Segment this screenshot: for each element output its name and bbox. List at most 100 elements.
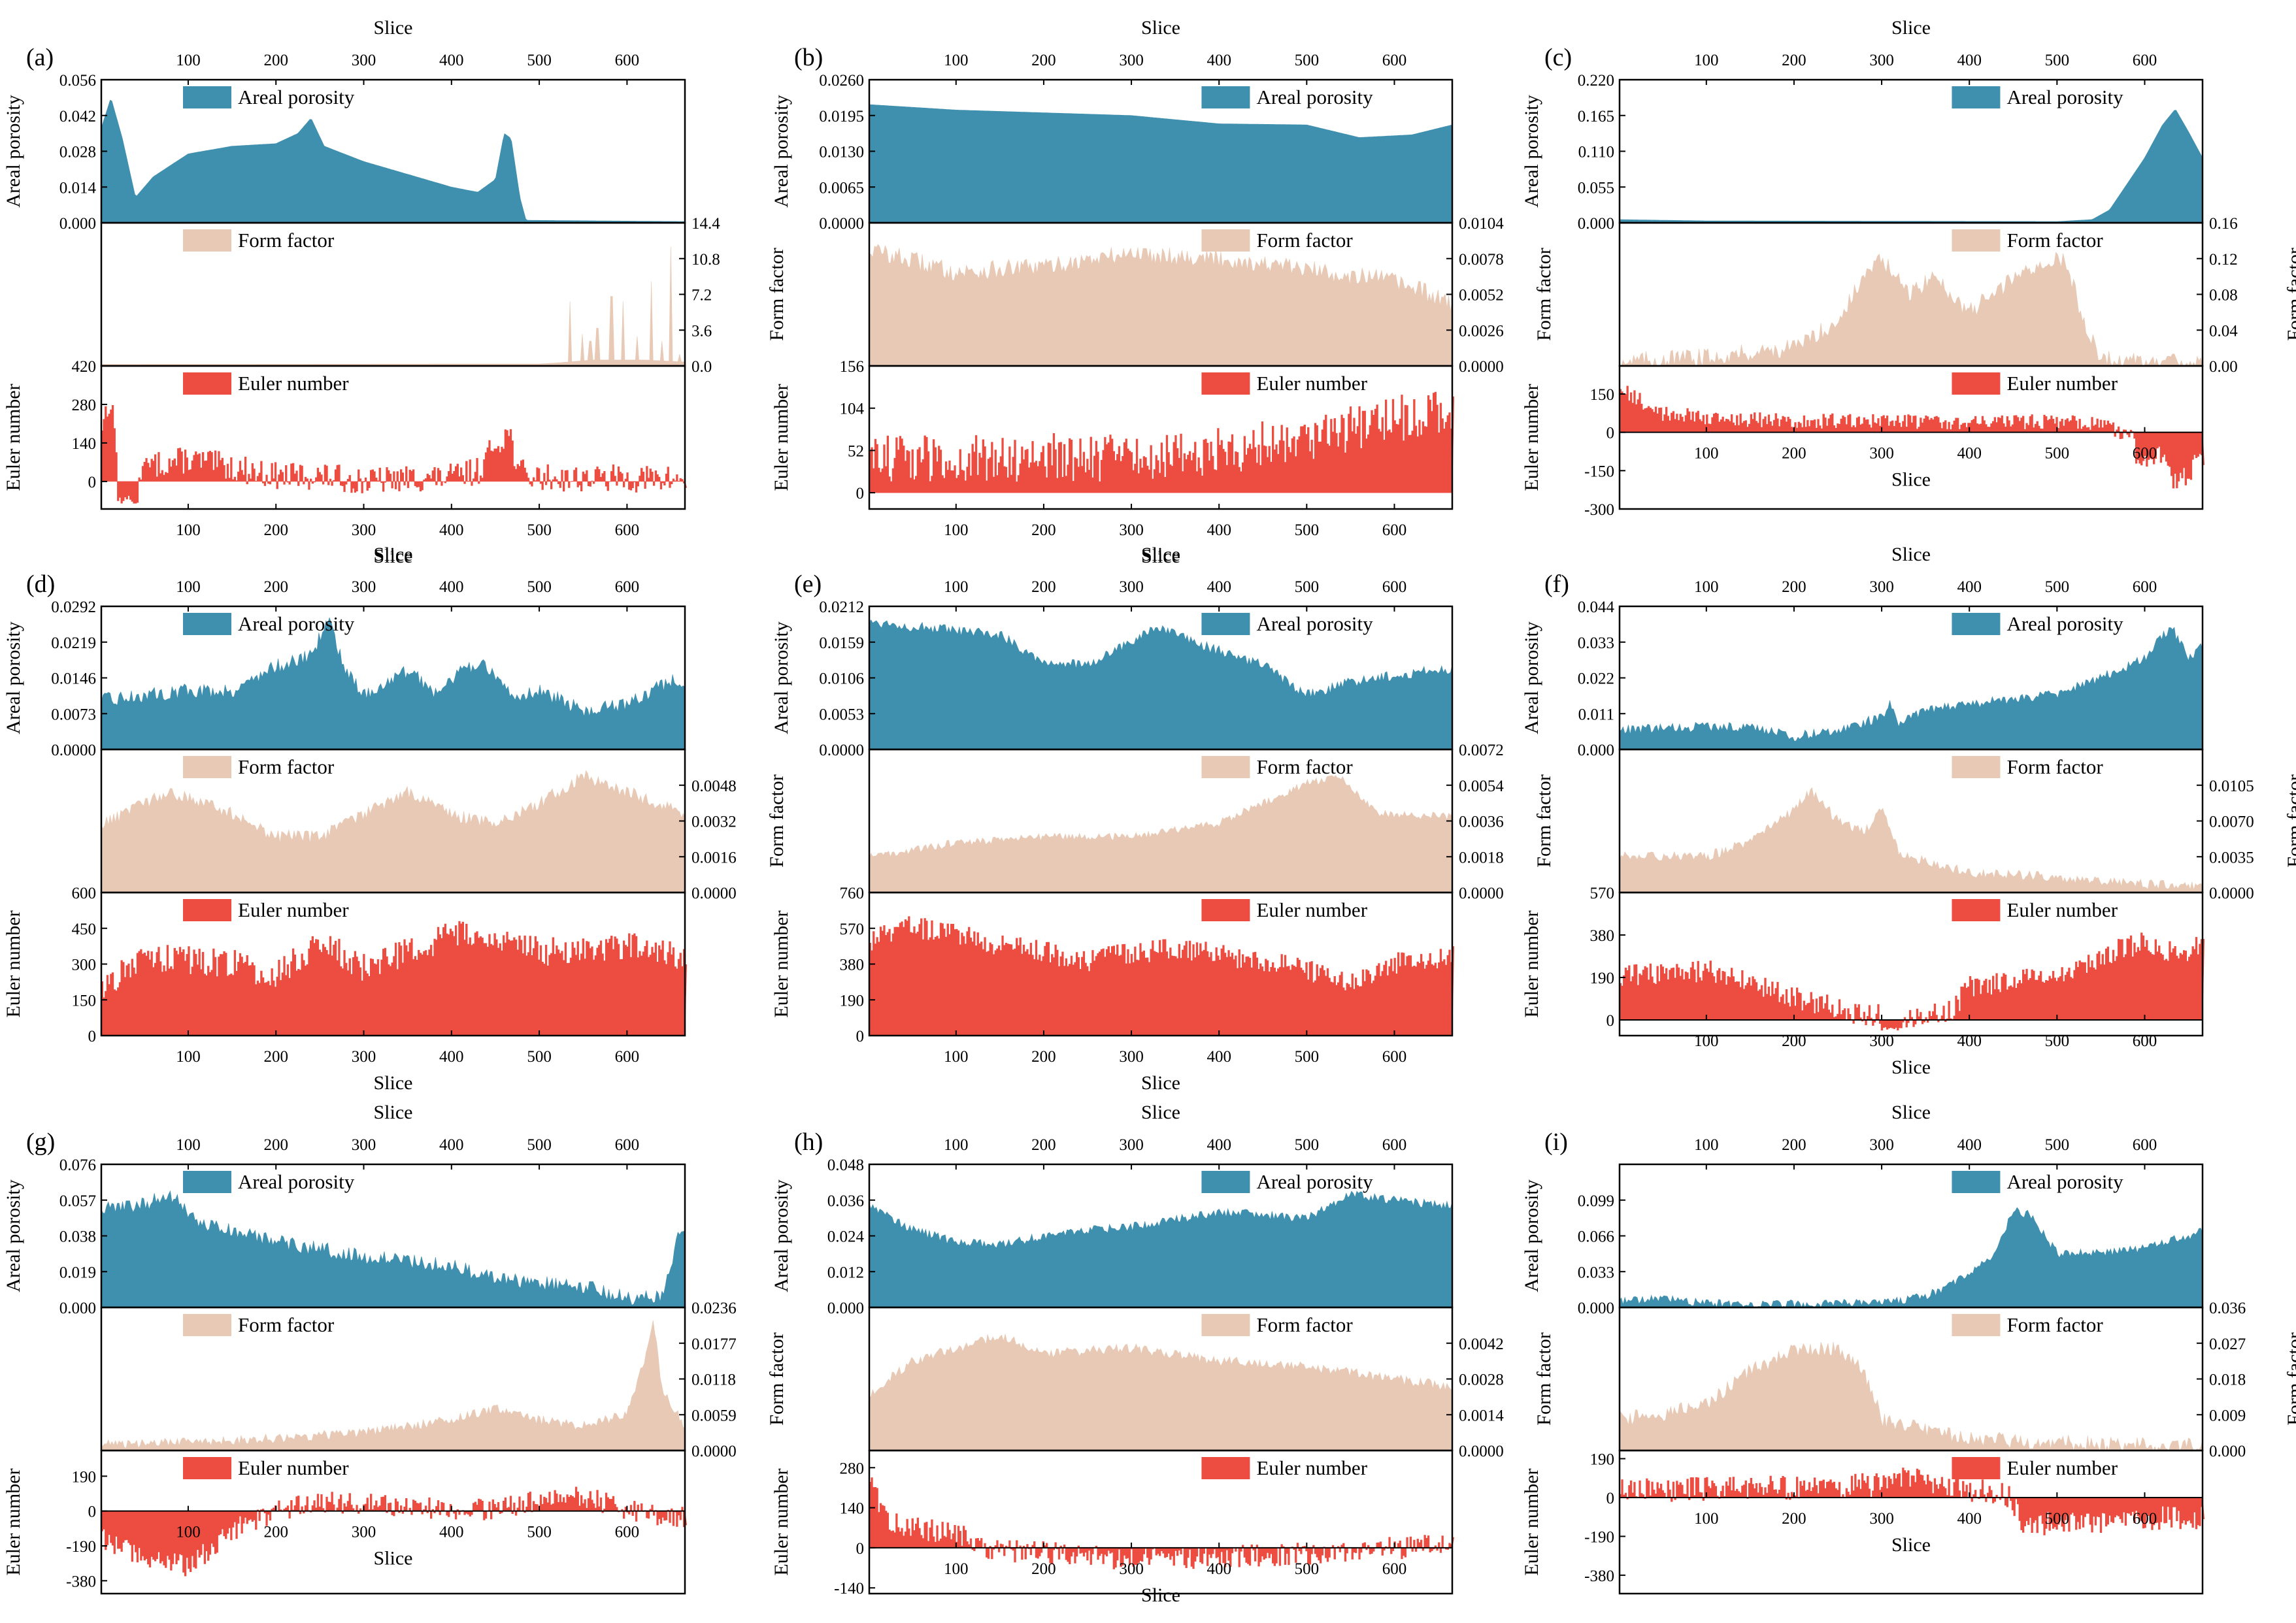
x-tick-label-bottom: 100 (176, 1524, 201, 1541)
y-tick-label: 0.0000 (1459, 358, 1504, 376)
y-tick-label: 3.6 (691, 322, 712, 340)
y-tick-label: 0.0130 (819, 144, 864, 161)
y-tick-label: 0 (856, 485, 865, 502)
areal-porosity-legend-label: Areal porosity (238, 612, 355, 635)
areal-porosity-axis-title: Areal porosity (1521, 1179, 1542, 1292)
x-tick-label-top: 100 (1694, 1136, 1719, 1154)
y-tick-label: 0.042 (59, 108, 96, 125)
form-factor-legend-swatch (1952, 756, 2001, 778)
plot-frame (868, 365, 1454, 510)
euler-number-area (101, 1486, 688, 1577)
y-tick-label: 0.0000 (819, 742, 864, 759)
euler-number-axis-title: Euler number (1521, 910, 1542, 1017)
y-tick-label: 0.110 (1578, 144, 1614, 161)
panel-b: (b) Slice 100 200 300 400 500 600 Areal porosity… (771, 17, 1555, 567)
panel-h: (h) Slice 100 200 300 400 500 600 Areal porosity… (771, 1102, 1555, 1606)
x-tick-label-bottom: 100 (176, 521, 201, 539)
panel-d: (d) Slice 100 200 300 400 500 600 Areal porosity… (3, 544, 788, 1094)
euler-number-legend-label: Euler number (1256, 372, 1367, 395)
areal-porosity-legend-swatch (1952, 86, 2001, 108)
y-tick-label: -190 (1584, 1528, 1614, 1546)
form-factor-legend-label: Form factor (2006, 755, 2103, 778)
y-tick-label: 0.019 (59, 1264, 96, 1281)
x-tick-label-top: 400 (439, 578, 464, 596)
areal-porosity-legend-label: Areal porosity (1256, 86, 1373, 108)
panel-label: (d) (26, 570, 55, 598)
y-tick-label: 0.0014 (1459, 1407, 1504, 1424)
form-factor-legend-swatch (183, 229, 232, 252)
areal-porosity-area (1619, 1207, 2203, 1309)
x-tick-label-top: 500 (2045, 1136, 2070, 1154)
x-tick-label-bottom: 200 (1031, 1048, 1056, 1066)
panel-label: (i) (1544, 1128, 1568, 1156)
y-tick-label: 0.0000 (51, 742, 96, 759)
y-tick-label: 0.0073 (51, 706, 96, 723)
x-tick-label-bottom: 500 (2045, 445, 2070, 463)
x-tick-label-bottom: 100 (1694, 1510, 1719, 1528)
x-tick-label-top: 400 (439, 52, 464, 69)
x-tick-label-top: 200 (263, 578, 288, 596)
y-tick-label: 0.036 (2209, 1300, 2246, 1317)
form-factor-legend-label: Form factor (238, 755, 335, 778)
panel-c: (c) Slice 100 200 300 400 500 600 Areal porosity… (1521, 17, 2296, 519)
x-tick-label-top: 600 (1382, 52, 1407, 69)
x-tick-label-top: 200 (263, 1136, 288, 1154)
y-tick-label: 0.0106 (819, 670, 864, 688)
euler-number-axis-title: Euler number (3, 910, 24, 1017)
y-tick-label: 0.0212 (819, 598, 864, 616)
x-tick-label-top: 500 (527, 52, 552, 69)
x-axis-title-bottom: Slice (374, 1072, 413, 1094)
y-tick-label: 0.036 (827, 1192, 864, 1210)
x-tick-label-top: 500 (527, 1136, 552, 1154)
areal-porosity-legend-swatch (1201, 86, 1250, 108)
x-axis-title-bottom: Slice (1891, 469, 1931, 491)
x-axis-title-bottom: Slice (374, 1548, 413, 1569)
x-tick-label-top: 200 (1031, 1136, 1056, 1154)
y-tick-label: 0.000 (2209, 1443, 2246, 1460)
x-tick-label-bottom: 600 (2133, 1510, 2157, 1528)
euler-number-legend-swatch (183, 899, 232, 921)
y-tick-label: -150 (1584, 463, 1614, 480)
y-tick-label: 0 (1606, 1012, 1615, 1030)
x-tick-label-top: 300 (1119, 578, 1144, 596)
x-tick-label-top: 500 (2045, 52, 2070, 69)
y-tick-label: 0.056 (59, 72, 96, 90)
x-tick-label-bottom: 600 (2133, 445, 2157, 463)
areal-porosity-axis-title: Areal porosity (3, 621, 24, 734)
euler-number-legend-label: Euler number (2006, 1456, 2118, 1479)
form-factor-axis-title: Form factor (766, 774, 788, 867)
form-factor-area (1619, 252, 2203, 367)
x-tick-label-top: 200 (1782, 52, 1806, 69)
y-tick-label: 0.0028 (1459, 1371, 1504, 1389)
y-tick-label: 0.0000 (2209, 885, 2254, 902)
x-tick-label-top: 500 (527, 578, 552, 596)
euler-number-legend-label: Euler number (238, 898, 349, 921)
form-factor-area (869, 1334, 1453, 1451)
x-tick-label-bottom: 600 (615, 1524, 640, 1541)
y-tick-label: 140 (840, 1500, 865, 1518)
areal-porosity-axis-title: Areal porosity (1521, 95, 1542, 207)
form-factor-legend-label: Form factor (1256, 229, 1353, 252)
x-axis-title-bottom: Slice (374, 546, 413, 567)
x-tick-label-bottom: 200 (263, 1524, 288, 1541)
y-tick-label: 0.012 (827, 1264, 864, 1281)
y-tick-label: 0 (88, 1503, 97, 1521)
y-tick-label: 0.00 (2209, 358, 2238, 376)
y-tick-label: 0.022 (1578, 670, 1614, 688)
x-tick-label-top: 400 (1957, 52, 1982, 69)
y-tick-label: 0.000 (1578, 215, 1614, 233)
form-factor-area (101, 1320, 686, 1451)
panel-i: (i) Slice 100 200 300 400 500 600 Areal porosity… (1521, 1102, 2296, 1595)
form-factor-legend-label: Form factor (2006, 1313, 2103, 1336)
y-tick-label: 0.0000 (691, 1443, 737, 1460)
areal-porosity-area (1619, 627, 2203, 750)
y-tick-label: 0.011 (1578, 706, 1614, 723)
y-tick-label: 0.057 (59, 1192, 96, 1210)
y-tick-label: 0.0032 (691, 813, 737, 831)
y-tick-label: 0.0118 (691, 1371, 736, 1389)
form-factor-area (1619, 1341, 2203, 1452)
euler-number-area (869, 916, 1455, 1036)
x-tick-label-bottom: 400 (439, 1524, 464, 1541)
x-tick-label-bottom: 600 (2133, 1032, 2157, 1050)
x-axis-title-bottom: Slice (1141, 1584, 1180, 1606)
